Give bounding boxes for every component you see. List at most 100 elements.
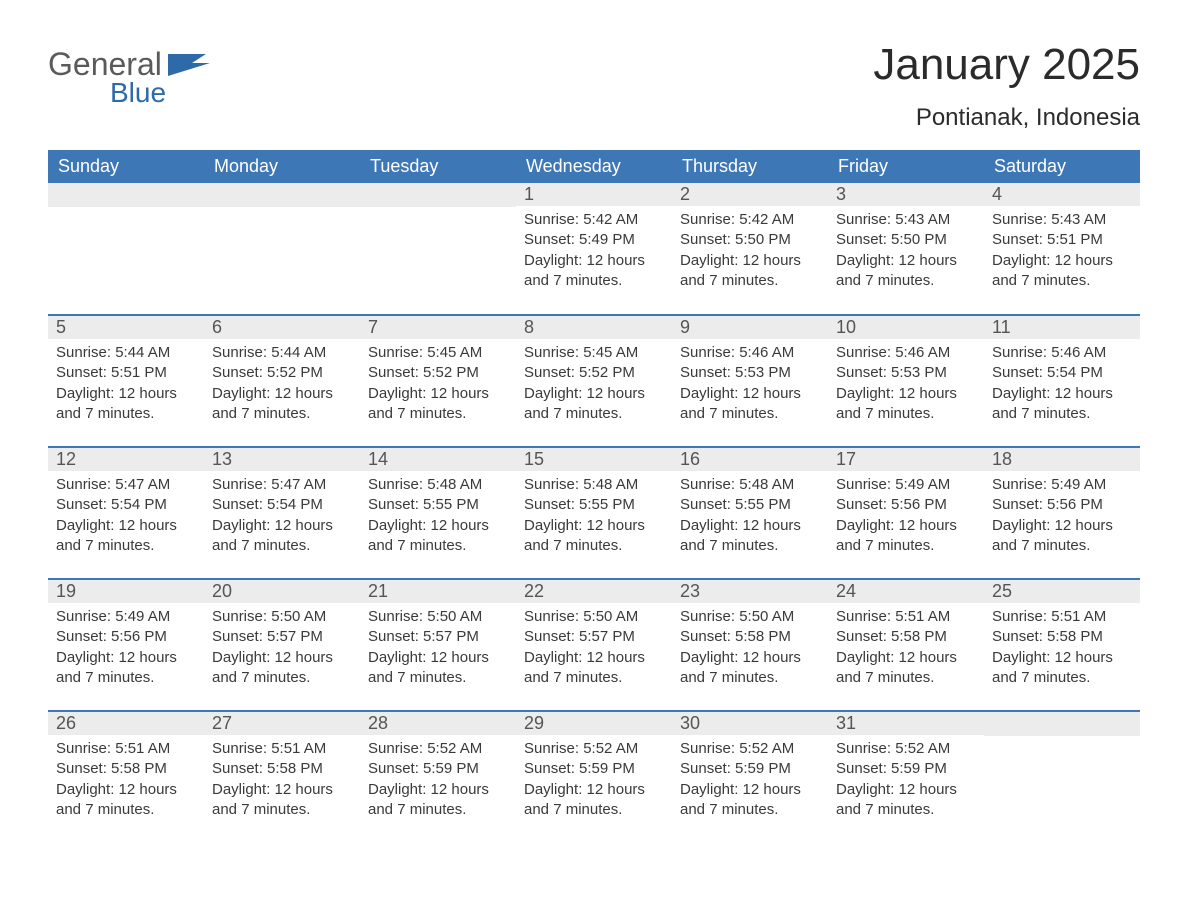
day-details: Sunrise: 5:43 AMSunset: 5:51 PMDaylight:… [984,206,1140,299]
sunrise-line: Sunrise: 5:48 AM [680,475,820,495]
weekday-header: Friday [828,150,984,183]
sunrise-line: Sunrise: 5:46 AM [992,343,1132,363]
day-details: Sunrise: 5:46 AMSunset: 5:53 PMDaylight:… [672,339,828,432]
day-number: 29 [516,712,672,735]
title-block: January 2025 Pontianak, Indonesia [873,40,1140,132]
daylight-line: Daylight: 12 hours and 7 minutes. [836,516,976,557]
calendar-day: 11Sunrise: 5:46 AMSunset: 5:54 PMDayligh… [984,315,1140,447]
sunset-line: Sunset: 5:55 PM [524,495,664,515]
calendar-day [360,183,516,315]
calendar-week: 5Sunrise: 5:44 AMSunset: 5:51 PMDaylight… [48,315,1140,447]
calendar-day: 31Sunrise: 5:52 AMSunset: 5:59 PMDayligh… [828,711,984,843]
day-details: Sunrise: 5:48 AMSunset: 5:55 PMDaylight:… [360,471,516,564]
day-number: 31 [828,712,984,735]
day-details: Sunrise: 5:45 AMSunset: 5:52 PMDaylight:… [516,339,672,432]
sunrise-line: Sunrise: 5:50 AM [212,607,352,627]
calendar-day: 24Sunrise: 5:51 AMSunset: 5:58 PMDayligh… [828,579,984,711]
sunrise-line: Sunrise: 5:43 AM [992,210,1132,230]
day-details: Sunrise: 5:52 AMSunset: 5:59 PMDaylight:… [672,735,828,828]
daylight-line: Daylight: 12 hours and 7 minutes. [680,780,820,821]
sunrise-line: Sunrise: 5:44 AM [212,343,352,363]
day-details: Sunrise: 5:46 AMSunset: 5:53 PMDaylight:… [828,339,984,432]
day-details: Sunrise: 5:51 AMSunset: 5:58 PMDaylight:… [984,603,1140,696]
daylight-line: Daylight: 12 hours and 7 minutes. [836,384,976,425]
day-details: Sunrise: 5:49 AMSunset: 5:56 PMDaylight:… [828,471,984,564]
calendar-day: 1Sunrise: 5:42 AMSunset: 5:49 PMDaylight… [516,183,672,315]
day-details: Sunrise: 5:42 AMSunset: 5:49 PMDaylight:… [516,206,672,299]
day-details: Sunrise: 5:51 AMSunset: 5:58 PMDaylight:… [828,603,984,696]
sunset-line: Sunset: 5:59 PM [680,759,820,779]
sunset-line: Sunset: 5:52 PM [524,363,664,383]
day-number: 17 [828,448,984,471]
weekday-header: Sunday [48,150,204,183]
daylight-line: Daylight: 12 hours and 7 minutes. [524,780,664,821]
day-number: 20 [204,580,360,603]
day-details: Sunrise: 5:50 AMSunset: 5:57 PMDaylight:… [360,603,516,696]
day-number: 26 [48,712,204,735]
sunrise-line: Sunrise: 5:51 AM [992,607,1132,627]
sunrise-line: Sunrise: 5:47 AM [212,475,352,495]
daylight-line: Daylight: 12 hours and 7 minutes. [212,516,352,557]
daylight-line: Daylight: 12 hours and 7 minutes. [680,648,820,689]
logo-flag-icon [168,54,210,81]
day-number: 16 [672,448,828,471]
daylight-line: Daylight: 12 hours and 7 minutes. [680,251,820,292]
day-number: 18 [984,448,1140,471]
day-number: 25 [984,580,1140,603]
weekday-header: Monday [204,150,360,183]
day-number: 21 [360,580,516,603]
daylight-line: Daylight: 12 hours and 7 minutes. [836,251,976,292]
sunrise-line: Sunrise: 5:44 AM [56,343,196,363]
sunrise-line: Sunrise: 5:49 AM [56,607,196,627]
logo-word1: General [48,48,162,80]
day-number: 12 [48,448,204,471]
sunset-line: Sunset: 5:58 PM [212,759,352,779]
sunset-line: Sunset: 5:52 PM [212,363,352,383]
day-details: Sunrise: 5:49 AMSunset: 5:56 PMDaylight:… [984,471,1140,564]
sunrise-line: Sunrise: 5:51 AM [212,739,352,759]
calendar-day: 12Sunrise: 5:47 AMSunset: 5:54 PMDayligh… [48,447,204,579]
day-details: Sunrise: 5:50 AMSunset: 5:57 PMDaylight:… [516,603,672,696]
daylight-line: Daylight: 12 hours and 7 minutes. [212,384,352,425]
day-details: Sunrise: 5:47 AMSunset: 5:54 PMDaylight:… [204,471,360,564]
daylight-line: Daylight: 12 hours and 7 minutes. [212,648,352,689]
sunset-line: Sunset: 5:54 PM [212,495,352,515]
sunset-line: Sunset: 5:49 PM [524,230,664,250]
sunrise-line: Sunrise: 5:52 AM [836,739,976,759]
sunrise-line: Sunrise: 5:51 AM [836,607,976,627]
sunrise-line: Sunrise: 5:48 AM [524,475,664,495]
sunrise-line: Sunrise: 5:49 AM [836,475,976,495]
sunrise-line: Sunrise: 5:46 AM [836,343,976,363]
sunrise-line: Sunrise: 5:49 AM [992,475,1132,495]
weekday-header: Tuesday [360,150,516,183]
sunrise-line: Sunrise: 5:46 AM [680,343,820,363]
sunset-line: Sunset: 5:55 PM [368,495,508,515]
weekday-header-row: SundayMondayTuesdayWednesdayThursdayFrid… [48,150,1140,183]
daylight-line: Daylight: 12 hours and 7 minutes. [524,648,664,689]
calendar-week: 12Sunrise: 5:47 AMSunset: 5:54 PMDayligh… [48,447,1140,579]
day-number: 14 [360,448,516,471]
calendar-day: 6Sunrise: 5:44 AMSunset: 5:52 PMDaylight… [204,315,360,447]
day-number: 8 [516,316,672,339]
day-number [360,183,516,207]
sunset-line: Sunset: 5:54 PM [992,363,1132,383]
day-details: Sunrise: 5:44 AMSunset: 5:51 PMDaylight:… [48,339,204,432]
sunset-line: Sunset: 5:59 PM [836,759,976,779]
sunrise-line: Sunrise: 5:50 AM [680,607,820,627]
daylight-line: Daylight: 12 hours and 7 minutes. [56,384,196,425]
sunset-line: Sunset: 5:56 PM [56,627,196,647]
calendar-day: 14Sunrise: 5:48 AMSunset: 5:55 PMDayligh… [360,447,516,579]
calendar-day: 8Sunrise: 5:45 AMSunset: 5:52 PMDaylight… [516,315,672,447]
sunset-line: Sunset: 5:53 PM [680,363,820,383]
day-details: Sunrise: 5:47 AMSunset: 5:54 PMDaylight:… [48,471,204,564]
daylight-line: Daylight: 12 hours and 7 minutes. [56,780,196,821]
day-details: Sunrise: 5:45 AMSunset: 5:52 PMDaylight:… [360,339,516,432]
daylight-line: Daylight: 12 hours and 7 minutes. [992,516,1132,557]
sunset-line: Sunset: 5:57 PM [368,627,508,647]
day-number [984,712,1140,736]
calendar-day: 5Sunrise: 5:44 AMSunset: 5:51 PMDaylight… [48,315,204,447]
daylight-line: Daylight: 12 hours and 7 minutes. [680,384,820,425]
sunrise-line: Sunrise: 5:48 AM [368,475,508,495]
day-number: 10 [828,316,984,339]
day-details: Sunrise: 5:52 AMSunset: 5:59 PMDaylight:… [516,735,672,828]
